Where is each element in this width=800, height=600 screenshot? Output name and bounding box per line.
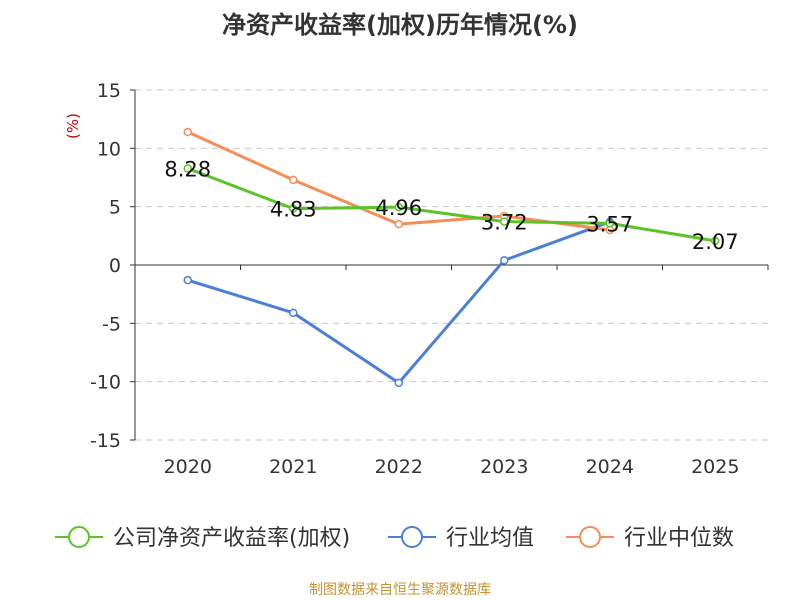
source-note: 制图数据来自恒生聚源数据库 [309, 582, 491, 598]
x-tick-label: 2024 [586, 456, 634, 478]
series [183, 127, 720, 388]
data-point [500, 256, 509, 265]
x-tick-label: 2021 [269, 456, 317, 478]
x-tick-label: 2025 [691, 456, 739, 478]
legend-item-2: 行业中位数 [566, 526, 734, 551]
data-point [605, 219, 614, 228]
legend-label: 公司净资产收益率(加权) [113, 526, 350, 551]
chart-title: 净资产收益率(加权)历年情况(%) [222, 11, 578, 39]
data-point [183, 275, 192, 285]
data-point [183, 164, 192, 173]
y-tick-label: -5 [102, 313, 121, 335]
legend-marker [401, 526, 423, 548]
x-tick-label: 2022 [375, 456, 423, 478]
data-point [289, 175, 298, 185]
data-point [289, 204, 298, 213]
x-tick-label: 2023 [480, 456, 528, 478]
y-tick-label: 5 [109, 197, 121, 219]
x-tick-label: 2020 [164, 456, 212, 478]
legend: 公司净资产收益率(加权) 行业均值 行业中位数 [55, 526, 734, 551]
data-label: 2.07 [692, 230, 739, 254]
y-tick-label: -10 [90, 372, 121, 394]
y-tick-label: 10 [97, 138, 121, 160]
data-point [394, 378, 403, 388]
legend-item-1: 行业均值 [388, 526, 534, 551]
legend-marker [68, 526, 90, 548]
data-point [183, 127, 192, 137]
y-tick-label: 0 [109, 255, 121, 277]
legend-label: 行业均值 [446, 526, 534, 551]
y-tick-label: 15 [97, 80, 121, 102]
data-label: 3.57 [586, 212, 633, 236]
data-point [500, 217, 509, 226]
legend-label: 行业中位数 [624, 526, 734, 551]
data-point [289, 308, 298, 318]
series-line-0 [187, 166, 716, 243]
y-axis-label: (%) [64, 113, 82, 139]
axes: 15 10 5 0 -5 -10 -15 2020 2021 2022 2023 2024 2025 [90, 80, 769, 478]
data-label: 3.72 [481, 211, 528, 235]
data-point [394, 202, 403, 212]
data-label: 8.28 [164, 157, 211, 181]
data-labels: 8.28 4.83 4.96 3.72 3.57 2.07 [164, 157, 738, 253]
series-line-1 [187, 220, 611, 385]
data-label: 4.83 [270, 198, 317, 222]
legend-item-0: 公司净资产收益率(加权) [55, 526, 350, 551]
data-point [711, 236, 720, 246]
y-tick-label: -15 [90, 430, 121, 452]
data-label: 4.96 [375, 196, 422, 220]
data-point [394, 219, 403, 229]
legend-marker [579, 526, 601, 548]
